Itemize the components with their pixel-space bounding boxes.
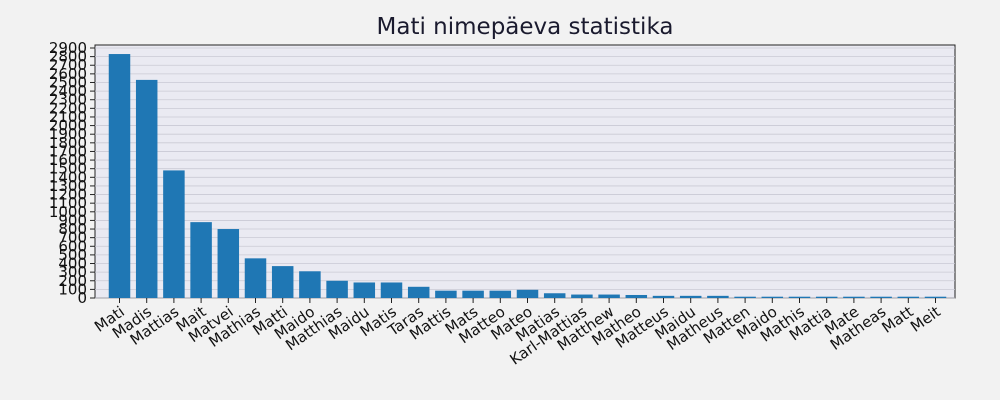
bar (543, 293, 566, 298)
y-tick-label: 1200 (49, 186, 87, 204)
y-tick-label: 1300 (49, 177, 87, 195)
chart-title: Mati nimepäeva statistika (377, 14, 674, 40)
y-tick-label: 1600 (49, 151, 87, 169)
y-tick-label: 700 (58, 229, 87, 247)
y-axis: 0100200300400500600700800900100011001200… (49, 39, 95, 307)
y-tick-label: 900 (58, 211, 87, 229)
bar (788, 296, 811, 298)
bar (652, 295, 675, 298)
bar (815, 296, 838, 298)
bar (571, 294, 593, 298)
y-tick-label: 2700 (49, 56, 87, 74)
y-tick-label: 500 (58, 246, 87, 264)
bar (924, 296, 947, 298)
y-tick-label: 2200 (49, 99, 87, 117)
y-tick-label: 2400 (49, 82, 87, 100)
bar (462, 290, 484, 298)
bar (407, 286, 430, 298)
bar (870, 296, 892, 298)
y-tick-label: 1700 (49, 142, 87, 160)
bar (271, 266, 294, 298)
y-tick-label: 2600 (49, 65, 87, 83)
y-tick-label: 0 (77, 289, 87, 307)
y-tick-label: 1800 (49, 134, 87, 152)
y-tick-label: 200 (58, 272, 87, 290)
bar (761, 296, 784, 298)
y-tick-label: 400 (58, 255, 87, 273)
y-tick-label: 1400 (49, 168, 87, 186)
bar (108, 54, 131, 298)
y-tick-label: 2000 (49, 117, 87, 135)
bar (190, 222, 212, 298)
y-tick-label: 1000 (49, 203, 87, 221)
bar (489, 290, 512, 298)
bar (843, 296, 865, 298)
bar (598, 294, 620, 298)
y-tick-label: 2800 (49, 48, 87, 66)
bar-layer (108, 54, 947, 299)
bar (299, 271, 321, 298)
bar (516, 289, 539, 298)
bar (217, 229, 240, 298)
bar (707, 295, 729, 298)
bar (435, 290, 457, 298)
y-tick-label: 2900 (49, 39, 87, 57)
y-tick-label: 100 (58, 280, 87, 298)
bar (353, 282, 376, 298)
y-tick-label: 1900 (49, 125, 87, 143)
bar (244, 258, 267, 298)
bar (625, 294, 648, 298)
bar (135, 79, 158, 299)
y-tick-label: 2500 (49, 73, 87, 91)
x-axis: MatiMadisMattiasMaitMatveiMathiasMattiMa… (91, 298, 944, 369)
y-tick-label: 2300 (49, 91, 87, 109)
bar (163, 170, 185, 298)
x-tick-label: Meit (907, 302, 944, 335)
y-tick-label: 1500 (49, 160, 87, 178)
bar (326, 280, 348, 298)
bar (897, 296, 920, 298)
bar (679, 295, 702, 298)
y-tick-label: 300 (58, 263, 87, 281)
bar (380, 282, 403, 298)
y-tick-label: 600 (58, 237, 87, 255)
y-tick-label: 800 (58, 220, 87, 238)
y-tick-label: 2100 (49, 108, 87, 126)
y-tick-label: 1100 (49, 194, 87, 212)
bar (734, 296, 756, 298)
